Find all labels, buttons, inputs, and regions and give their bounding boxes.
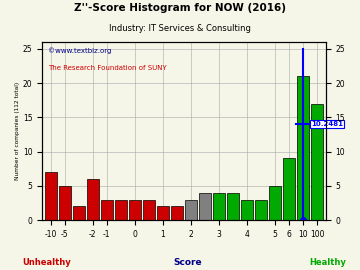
Bar [101, 200, 113, 220]
Text: Industry: IT Services & Consulting: Industry: IT Services & Consulting [109, 24, 251, 33]
Bar [283, 158, 295, 220]
Bar [87, 179, 99, 220]
Bar [297, 76, 309, 220]
Text: ©www.textbiz.org: ©www.textbiz.org [48, 47, 111, 54]
Bar [213, 193, 225, 220]
Bar [255, 200, 267, 220]
Bar [45, 172, 57, 220]
Text: Score: Score [173, 258, 202, 267]
Text: Healthy: Healthy [309, 258, 346, 267]
Bar [129, 200, 141, 220]
Bar [73, 206, 85, 220]
Bar [59, 186, 71, 220]
Bar [241, 200, 253, 220]
Y-axis label: Number of companies (112 total): Number of companies (112 total) [15, 82, 20, 180]
Bar [269, 186, 281, 220]
Bar [143, 200, 155, 220]
Bar [311, 104, 323, 220]
Bar [157, 206, 169, 220]
Bar [171, 206, 183, 220]
Text: 10.2481: 10.2481 [311, 121, 343, 127]
Bar [185, 200, 197, 220]
Text: The Research Foundation of SUNY: The Research Foundation of SUNY [48, 65, 167, 71]
Text: Unhealthy: Unhealthy [22, 258, 71, 267]
Text: Z''-Score Histogram for NOW (2016): Z''-Score Histogram for NOW (2016) [74, 3, 286, 13]
Bar [115, 200, 127, 220]
Bar [199, 193, 211, 220]
Bar [227, 193, 239, 220]
